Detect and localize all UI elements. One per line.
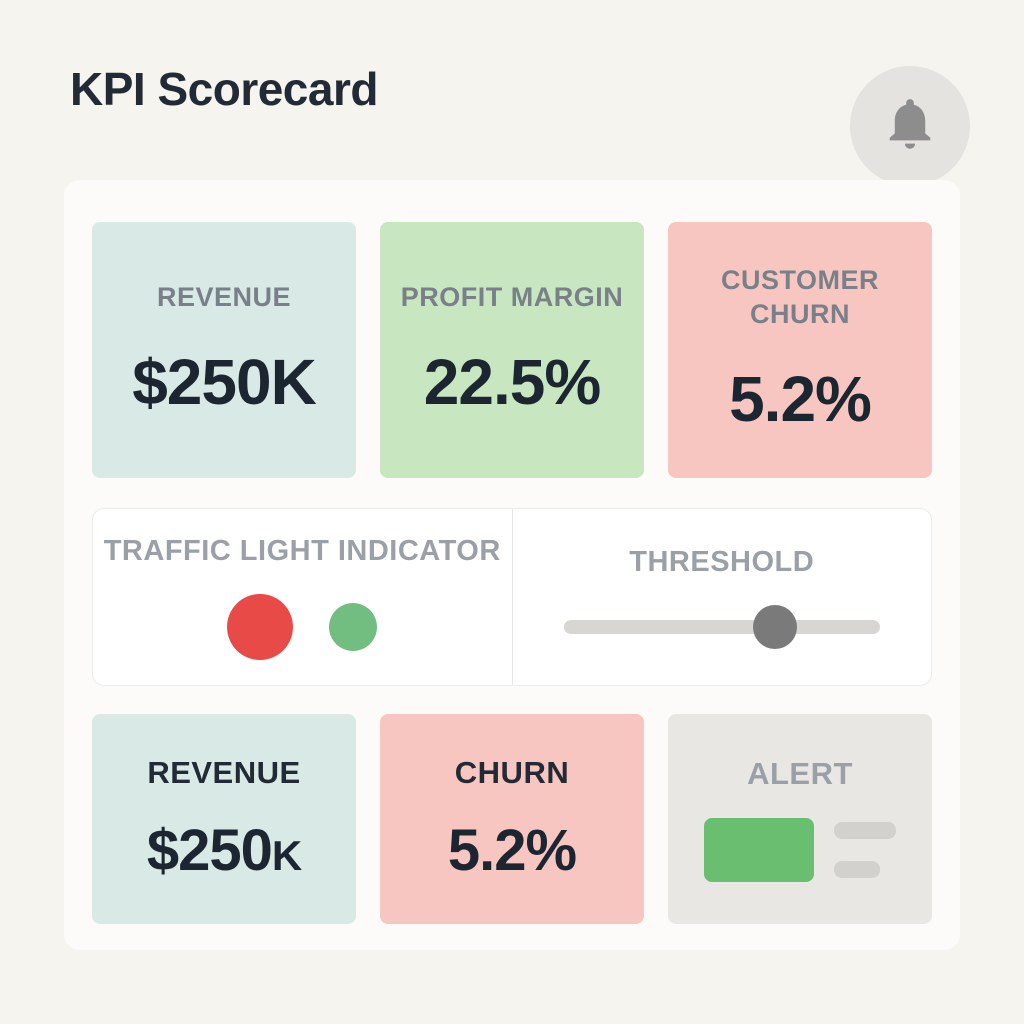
summary-card-revenue: REVENUE $250K [92, 714, 356, 924]
kpi-value: 5.2% [729, 362, 872, 435]
traffic-light-label: TRAFFIC LIGHT INDICATOR [103, 534, 501, 567]
summary-label: CHURN [454, 754, 570, 790]
green-light-indicator [329, 602, 378, 651]
kpi-label: PROFIT MARGIN [400, 282, 624, 313]
summary-label: REVENUE [147, 754, 301, 790]
threshold-slider[interactable] [563, 604, 880, 649]
slider-knob[interactable] [753, 604, 798, 649]
kpi-card-revenue: REVENUE $250K [92, 222, 356, 478]
alert-status-swatch [704, 818, 814, 882]
page-title: KPI Scorecard [70, 63, 378, 115]
summary-row: REVENUE $250K CHURN 5.2% ALERT [92, 714, 932, 924]
summary-value: $250K [146, 817, 302, 884]
kpi-card-profit-margin: PROFIT MARGIN 22.5% [380, 222, 644, 478]
dashboard-panel: REVENUE $250K PROFIT MARGIN 22.5% CUSTOM… [64, 180, 960, 950]
alert-bar [834, 861, 880, 878]
kpi-value: 22.5% [423, 345, 601, 418]
summary-value-main: $250 [146, 817, 273, 883]
kpi-row: REVENUE $250K PROFIT MARGIN 22.5% CUSTOM… [92, 222, 932, 478]
slider-track[interactable] [563, 619, 880, 634]
alert-label: ALERT [747, 756, 853, 791]
summary-value-suffix: K [271, 831, 302, 879]
notification-button[interactable] [850, 66, 970, 186]
kpi-label: CUSTOMER CHURN [720, 265, 879, 329]
kpi-value: $250K [132, 345, 317, 418]
threshold-label: THRESHOLD [629, 545, 815, 578]
alert-bar [834, 822, 896, 839]
indicator-card: TRAFFIC LIGHT INDICATOR THRESHOLD [92, 508, 932, 686]
red-light-indicator [227, 593, 294, 660]
bell-icon [881, 95, 939, 158]
kpi-card-customer-churn: CUSTOMER CHURN 5.2% [668, 222, 932, 478]
alert-content [704, 818, 896, 882]
traffic-lights [227, 593, 378, 660]
traffic-light-section: TRAFFIC LIGHT INDICATOR [93, 509, 512, 685]
summary-value: 5.2% [447, 817, 577, 883]
kpi-label: REVENUE [156, 282, 292, 313]
summary-card-churn: CHURN 5.2% [380, 714, 644, 924]
alert-card: ALERT [668, 714, 932, 924]
alert-text-bars [834, 822, 896, 878]
threshold-section: THRESHOLD [511, 509, 932, 685]
